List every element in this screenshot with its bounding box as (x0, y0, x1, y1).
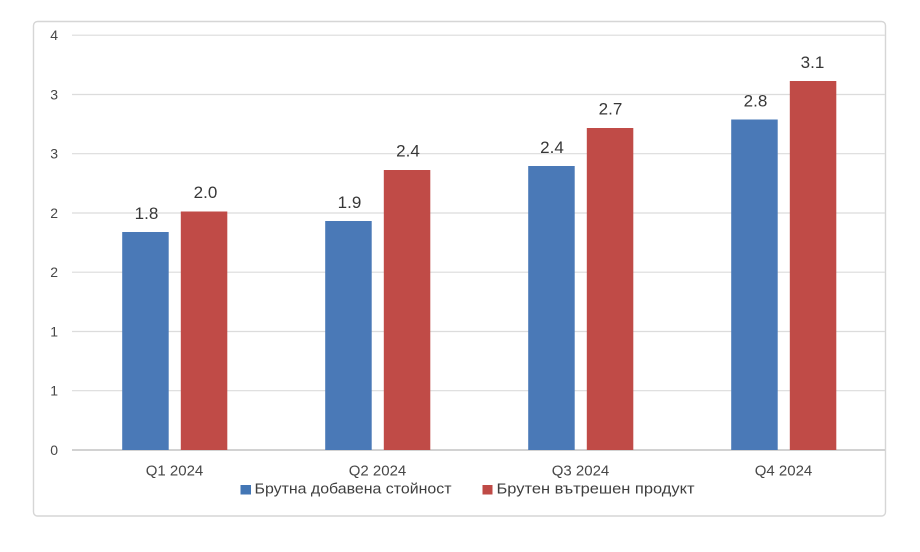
svg-text:Q4 2024: Q4 2024 (755, 463, 813, 480)
svg-text:Q3 2024: Q3 2024 (552, 463, 610, 480)
svg-text:Q1 2024: Q1 2024 (146, 463, 204, 480)
svg-text:1.8: 1.8 (135, 204, 159, 223)
svg-text:3: 3 (50, 87, 58, 103)
svg-text:1: 1 (50, 324, 58, 340)
svg-text:3.1: 3.1 (801, 53, 825, 72)
svg-text:Брутна добавена стойност: Брутна добавена стойност (255, 481, 452, 498)
svg-text:3: 3 (50, 146, 58, 162)
svg-text:Q2 2024: Q2 2024 (349, 463, 407, 480)
svg-text:1.9: 1.9 (338, 193, 362, 212)
svg-text:1: 1 (50, 383, 58, 399)
svg-text:0: 0 (50, 442, 58, 458)
svg-text:2: 2 (50, 205, 58, 221)
svg-text:2.0: 2.0 (194, 183, 218, 202)
svg-text:4: 4 (50, 27, 58, 43)
svg-text:2.7: 2.7 (599, 100, 623, 119)
svg-text:2: 2 (50, 264, 58, 280)
svg-text:2.4: 2.4 (540, 138, 564, 157)
svg-text:Брутен вътрешен продукт: Брутен вътрешен продукт (497, 481, 695, 498)
svg-text:2.8: 2.8 (744, 92, 768, 111)
svg-text:2.4: 2.4 (396, 142, 420, 161)
